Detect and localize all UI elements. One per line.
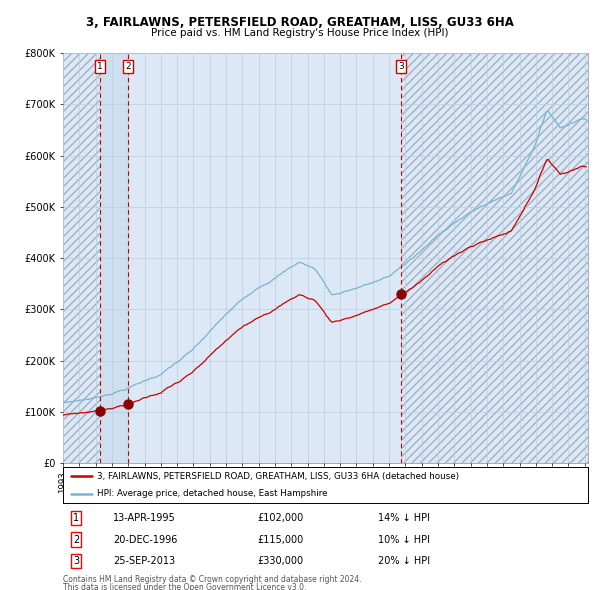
Text: 3, FAIRLAWNS, PETERSFIELD ROAD, GREATHAM, LISS, GU33 6HA (detached house): 3, FAIRLAWNS, PETERSFIELD ROAD, GREATHAM… (97, 471, 459, 481)
Text: 2: 2 (73, 535, 79, 545)
Text: 20-DEC-1996: 20-DEC-1996 (113, 535, 177, 545)
Text: Price paid vs. HM Land Registry's House Price Index (HPI): Price paid vs. HM Land Registry's House … (151, 28, 449, 38)
Text: £115,000: £115,000 (257, 535, 304, 545)
Text: 14% ↓ HPI: 14% ↓ HPI (378, 513, 430, 523)
Bar (63, 53, 100, 463)
Bar (401, 53, 588, 463)
Text: 3, FAIRLAWNS, PETERSFIELD ROAD, GREATHAM, LISS, GU33 6HA: 3, FAIRLAWNS, PETERSFIELD ROAD, GREATHAM… (86, 16, 514, 29)
Text: Contains HM Land Registry data © Crown copyright and database right 2024.: Contains HM Land Registry data © Crown c… (63, 575, 361, 584)
Text: £102,000: £102,000 (257, 513, 304, 523)
Text: 25-SEP-2013: 25-SEP-2013 (113, 556, 175, 566)
Text: HPI: Average price, detached house, East Hampshire: HPI: Average price, detached house, East… (97, 489, 328, 499)
Text: 13-APR-1995: 13-APR-1995 (113, 513, 176, 523)
Text: 1: 1 (73, 513, 79, 523)
Text: 3: 3 (398, 62, 404, 71)
Text: This data is licensed under the Open Government Licence v3.0.: This data is licensed under the Open Gov… (63, 583, 307, 590)
Text: 2: 2 (125, 62, 131, 71)
Text: 1: 1 (97, 62, 103, 71)
Text: 20% ↓ HPI: 20% ↓ HPI (378, 556, 430, 566)
Text: £330,000: £330,000 (257, 556, 304, 566)
Bar (100, 53, 128, 463)
Text: 3: 3 (73, 556, 79, 566)
Text: 10% ↓ HPI: 10% ↓ HPI (378, 535, 430, 545)
